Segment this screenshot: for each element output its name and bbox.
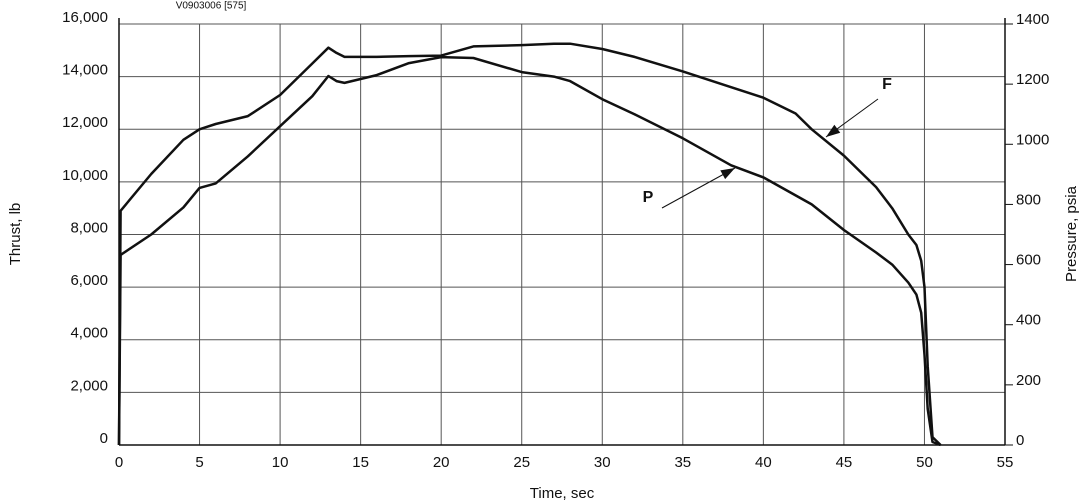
x-tick-label: 45 <box>836 454 853 471</box>
arrow-head <box>826 124 841 137</box>
y-axis-label: Thrust, lb <box>7 203 24 266</box>
annotation: F <box>882 76 892 93</box>
x-tick-label: 15 <box>352 454 369 471</box>
y2-tick-label: 1400 <box>1016 11 1049 28</box>
x-tick-label: 25 <box>513 454 530 471</box>
y2-tick-label: 600 <box>1016 252 1041 269</box>
x-tick-label: 55 <box>997 454 1014 471</box>
x-tick-label: 30 <box>594 454 611 471</box>
chart-subtitle: V0903006 [575] <box>176 1 247 12</box>
x-tick-label: 35 <box>674 454 691 471</box>
y2-tick-label: 200 <box>1016 372 1041 389</box>
y-tick-label: 0 <box>100 430 108 447</box>
y2-tick-label: 400 <box>1016 312 1041 329</box>
x-tick-label: 5 <box>195 454 203 471</box>
y2-tick-label: 1000 <box>1016 131 1049 148</box>
y2-tick-label: 0 <box>1016 432 1024 449</box>
x-tick-label: 10 <box>272 454 289 471</box>
x-tick-label: 40 <box>755 454 772 471</box>
y-tick-label: 12,000 <box>62 114 108 131</box>
series-line <box>117 55 942 447</box>
y-tick-label: 16,000 <box>62 9 108 26</box>
y2-tick-label: 800 <box>1016 191 1041 208</box>
y-tick-label: 4,000 <box>70 325 108 342</box>
x-tick-label: 50 <box>916 454 933 471</box>
y-tick-label: 6,000 <box>70 272 108 289</box>
series-line <box>117 42 942 446</box>
arrow-head <box>720 168 735 180</box>
x-axis-label: Time, sec <box>530 485 595 500</box>
x-tick-label: 0 <box>115 454 123 471</box>
y-tick-label: 10,000 <box>62 167 108 184</box>
x-tick-label: 20 <box>433 454 450 471</box>
y-tick-label: 2,000 <box>70 377 108 394</box>
y-tick-label: 14,000 <box>62 62 108 79</box>
y2-axis-label: Pressure, psia <box>1063 185 1080 282</box>
y2-tick-label: 1200 <box>1016 71 1049 88</box>
annotation: P <box>643 189 654 206</box>
y-tick-label: 8,000 <box>70 219 108 236</box>
